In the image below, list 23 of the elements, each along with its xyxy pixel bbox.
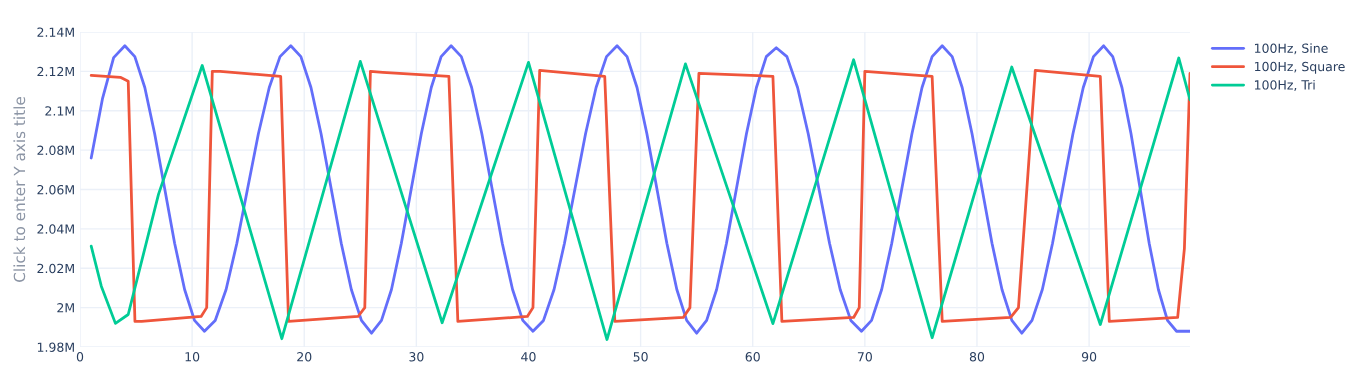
x-tick-label: 0 (76, 352, 84, 362)
x-tick-label: 20 (297, 352, 312, 362)
x-tick-label: 10 (185, 352, 200, 362)
y-tick-label: 2.12M (37, 66, 74, 77)
legend-label: 100Hz, Square (1254, 61, 1345, 74)
y-tick-label: 2.06M (37, 184, 74, 195)
x-tick-label: 30 (409, 352, 424, 362)
y-tick-label: 2M (57, 303, 74, 313)
legend-label: 100Hz, Tri (1254, 79, 1315, 91)
y-tick-label: 2.1M (45, 106, 74, 116)
y-axis-title: Click to enter Y axis title (13, 97, 26, 282)
x-tick-label: 90 (1081, 352, 1097, 362)
x-tick-label: 50 (633, 352, 648, 362)
y-tick-label: 1.98M (37, 342, 74, 352)
x-tick-label: 60 (745, 352, 760, 362)
y-tick-label: 2.04M (37, 224, 74, 234)
y-tick-label: 2.02M (37, 263, 74, 274)
y-tick-label: 2.08M (37, 145, 74, 156)
x-tick-label: 40 (521, 352, 536, 362)
legend-label: 100Hz, Sine (1254, 43, 1328, 55)
x-tick-label: 80 (969, 352, 985, 362)
y-tick-label: 2.14M (37, 27, 74, 37)
x-tick-label: 70 (857, 352, 872, 362)
